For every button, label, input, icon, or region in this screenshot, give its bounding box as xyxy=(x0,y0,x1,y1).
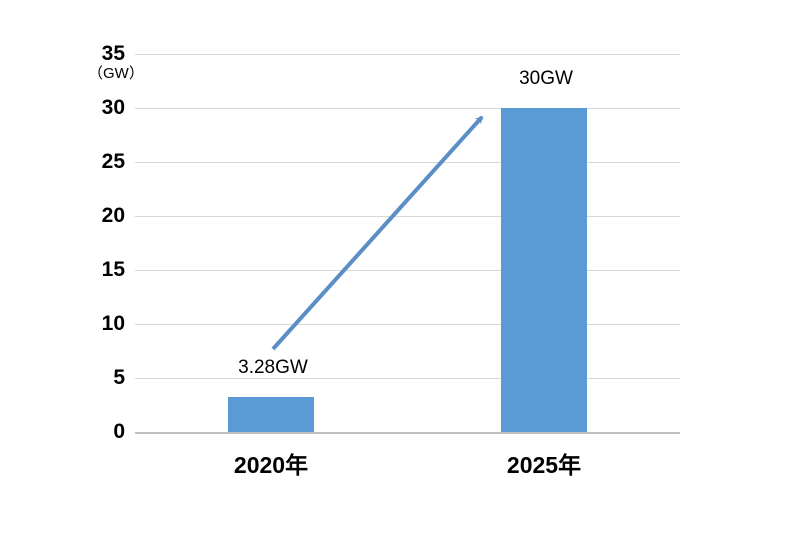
y-axis-unit-label: （GW） xyxy=(88,65,144,82)
x-category-label-2020年: 2020年 xyxy=(233,452,309,478)
gridline-15 xyxy=(135,270,680,271)
gridline-10 xyxy=(135,324,680,325)
gridline-0 xyxy=(135,432,680,434)
bar-2020年 xyxy=(228,397,314,432)
bar-2025年 xyxy=(501,108,587,432)
data-label-2025年: 30GW xyxy=(519,68,573,89)
gridline-20 xyxy=(135,216,680,217)
y-tick-label-10: 10 xyxy=(101,312,125,335)
data-label-2020年: 3.28GW xyxy=(238,357,308,378)
gridline-35 xyxy=(135,54,680,55)
y-tick-label-20: 20 xyxy=(101,204,125,227)
y-tick-label-35: 35 xyxy=(101,42,125,65)
y-tick-label-30: 30 xyxy=(101,96,125,119)
y-tick-label-25: 25 xyxy=(101,150,125,173)
gridline-30 xyxy=(135,108,680,109)
gridline-25 xyxy=(135,162,680,163)
gridline-5 xyxy=(135,378,680,379)
x-category-label-2025年: 2025年 xyxy=(506,452,582,478)
y-tick-label-15: 15 xyxy=(101,258,125,281)
y-tick-label-0: 0 xyxy=(113,420,125,443)
y-tick-label-5: 5 xyxy=(113,366,125,389)
